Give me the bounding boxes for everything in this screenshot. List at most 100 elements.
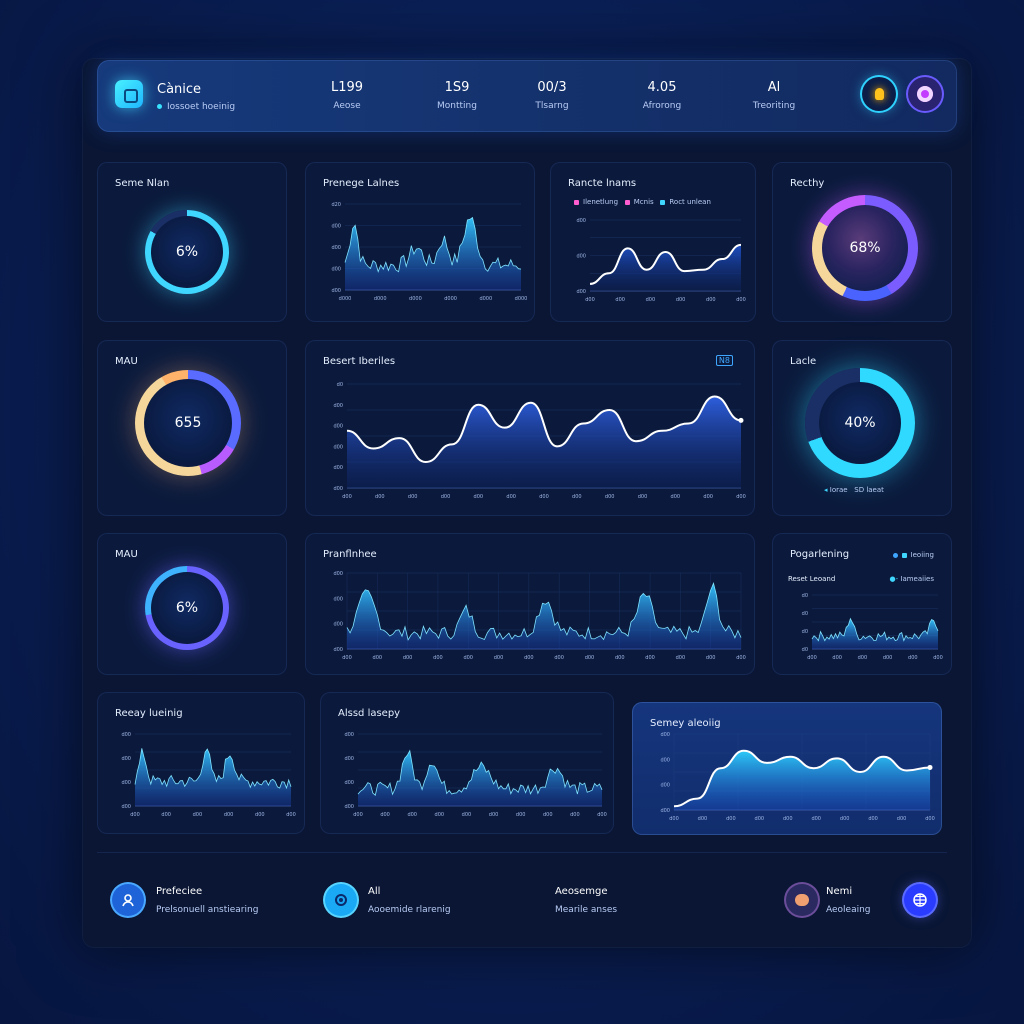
card-title: Recthy: [790, 178, 825, 189]
donut-value: 6%: [151, 572, 223, 644]
y-tick-label: d00: [344, 804, 354, 810]
card-alssd-lasepy[interactable]: Alssd lasepy d00 d00 d00 d00 d00 d00 d00 d00 d00…: [320, 692, 614, 834]
card-title: Lacle: [790, 356, 817, 367]
stat-3[interactable]: 00/3 Tlsarng: [512, 80, 592, 111]
card-semey-aleoiig[interactable]: Semey aleoiig d00 d00 d00 d00 d00 d00 d00 d00 d0…: [632, 702, 942, 835]
card-title: Pogarlening: [790, 549, 850, 560]
card-seme-nlan[interactable]: Seme Nlan 6%: [97, 162, 287, 322]
legend-marker-icon: ◂: [824, 486, 828, 494]
x-tick-label: d00: [783, 816, 793, 822]
x-tick-label: d00: [408, 494, 418, 500]
y-tick-label: d00: [331, 288, 341, 294]
x-tick-label: d00: [516, 812, 526, 818]
card-title: MAU: [115, 549, 138, 560]
card-reeay-lueinig[interactable]: Reeay lueinig d00 d00 d00 d00 d00 d00 d00 d00 d0…: [97, 692, 305, 834]
card-mau-2[interactable]: MAU 6%: [97, 533, 287, 675]
x-tick-label: d00: [703, 494, 713, 500]
stat-1[interactable]: L199 Aeose: [307, 80, 387, 111]
footer-subtitle: Prelsonuell anstiearing: [156, 905, 259, 915]
x-tick-label: d00: [868, 816, 878, 822]
footer-subtitle: Aeoleaing: [826, 905, 871, 915]
x-tick-label: d00: [494, 655, 504, 661]
x-tick-label: d00: [161, 812, 171, 818]
donut-legend: ◂ Iorae SD laeat: [824, 486, 884, 494]
x-tick-label: d00: [638, 494, 648, 500]
x-tick-label: d00: [462, 812, 472, 818]
y-tick-label: d00: [333, 622, 343, 628]
card-mau[interactable]: MAU 655: [97, 340, 287, 516]
x-tick-label: d000: [479, 296, 492, 302]
card-tag[interactable]: N8: [715, 355, 733, 366]
x-tick-label: d00: [403, 655, 413, 661]
y-tick-label: d20: [331, 202, 341, 208]
stat-4[interactable]: 4.05 Afrorong: [622, 80, 702, 111]
series-line: [134, 748, 292, 790]
stat-2[interactable]: 1S9 Montting: [417, 80, 497, 111]
stat-value: 00/3: [537, 80, 567, 95]
card-title: Pranflnhee: [323, 549, 377, 560]
stat-label: Afrorong: [642, 101, 682, 111]
card-prenege-lalnes[interactable]: Prenege Lalnes d20 d00 d00 d00 d00 d000 d000 d0…: [305, 162, 535, 322]
y-tick-label: d00: [333, 465, 343, 471]
series-line: [673, 749, 931, 808]
x-tick-label: d00: [605, 494, 615, 500]
stat-value: Al: [767, 80, 781, 95]
lightbulb-icon: [874, 88, 884, 100]
x-tick-label: d00: [706, 655, 716, 661]
series-end-point: [927, 764, 933, 770]
x-tick-label: d00: [736, 655, 746, 661]
series-area: [135, 748, 291, 806]
x-tick-label: d00: [933, 655, 943, 661]
app-logo-icon[interactable]: [115, 80, 143, 108]
mini-spike-chart: d0 d0 d0 d0 d00 d00 d00 d00 d00 d00: [802, 593, 943, 661]
y-tick-label: d00: [331, 224, 341, 230]
legend-swatch: [892, 552, 898, 558]
card-lacle[interactable]: Lacle 40% ◂ Iorae SD laeat: [772, 340, 952, 516]
avatar-face: [795, 894, 809, 906]
y-tick-label: d00: [576, 289, 586, 295]
card-recthy[interactable]: Recthy 68%: [772, 162, 952, 322]
y-tick-label: d00: [660, 757, 670, 763]
x-tick-label: d00: [676, 655, 686, 661]
chart-subtitle: Reset Leoand: [788, 575, 836, 583]
x-tick-label: d00: [193, 812, 203, 818]
stat-label: Treoriting: [752, 101, 796, 111]
legend-swatch: [624, 199, 630, 205]
spike-area-chart: d00 d00 d00 d00 d00 d00 d00 d00 d00 d00: [121, 732, 295, 818]
y-tick-label: d00: [121, 780, 131, 786]
series-line: [589, 243, 742, 285]
stat-5[interactable]: Al Treoriting: [734, 80, 814, 111]
series-area: [347, 583, 741, 649]
card-pogarlening[interactable]: Pogarlening Ieoiing Reset Leoand ●- Iame…: [772, 533, 952, 675]
x-tick-label: d00: [570, 812, 580, 818]
x-tick-label: d00: [373, 655, 383, 661]
series-area: [674, 750, 930, 810]
card-besert-iberiles[interactable]: Besert Iberiles N8 d0 d00 d00 d00 d00 d00 d00 d…: [305, 340, 755, 516]
legend-label: Mcnis: [633, 198, 654, 206]
x-tick-label: d00: [380, 812, 390, 818]
x-tick-label: d00: [811, 816, 821, 822]
app-title: Cànice: [157, 82, 202, 97]
card-rancte-lnams[interactable]: Rancte lnams Ilenetlung Mcnis Roct unlea…: [550, 162, 756, 322]
x-tick-label: d00: [807, 655, 817, 661]
globe-icon: [904, 884, 936, 916]
stat-value: 4.05: [647, 80, 677, 95]
card-title: MAU: [115, 356, 138, 367]
card-pranflnhee[interactable]: Pranflnhee d00 d00 d00 d00 d00 d00 d00 d00 d00 d0…: [305, 533, 755, 675]
x-tick-label: d00: [925, 816, 935, 822]
settings-ring-button[interactable]: [908, 77, 942, 111]
progress-donut: 40%: [805, 368, 915, 478]
donut-value: 68%: [822, 205, 908, 291]
y-tick-label: d00: [121, 732, 131, 738]
x-tick-label: d000: [339, 296, 352, 302]
y-tick-label: d00: [660, 808, 670, 814]
legend-label: SD laeat: [854, 486, 884, 494]
x-tick-label: d00: [646, 297, 656, 303]
lightbulb-button[interactable]: [862, 77, 896, 111]
x-tick-label: d00: [736, 297, 746, 303]
x-tick-label: d00: [669, 816, 679, 822]
legend-label: Iorae: [829, 486, 848, 494]
series-area: [358, 750, 602, 806]
footer-title: All: [368, 886, 381, 897]
x-tick-label: d00: [706, 297, 716, 303]
